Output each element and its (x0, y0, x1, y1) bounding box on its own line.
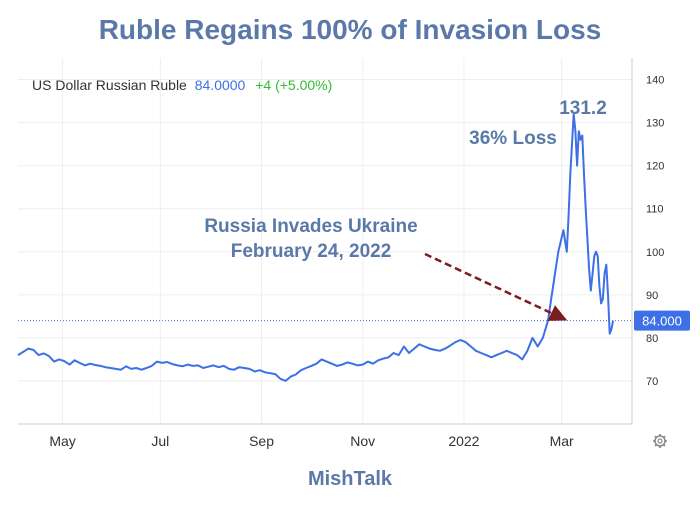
x-tick-label: Nov (350, 433, 375, 449)
footer-brand: MishTalk (307, 468, 393, 490)
legend-series-name: US Dollar Russian Ruble (32, 77, 187, 93)
y-axis-ticks: 70 80 90 100 110 120 130 140 (646, 75, 664, 388)
invasion-label-line-1: Russia Invades Ukraine (204, 216, 417, 237)
x-tick-label: Mar (550, 433, 574, 449)
legend-value: 84.0000 (195, 77, 246, 93)
y-tick-label: 100 (646, 247, 664, 259)
price-tag (634, 310, 690, 331)
y-tick-label: 90 (646, 290, 658, 302)
gear-icon[interactable] (653, 434, 667, 448)
legend-change: +4 (+5.00%) (255, 77, 332, 93)
y-tick-label: 110 (646, 204, 664, 216)
y-tick-label: 140 (646, 75, 664, 87)
price-tag-label: 84.000 (642, 314, 682, 329)
y-tick-label: 130 (646, 118, 664, 130)
y-tick-label: 70 (646, 376, 658, 388)
x-tick-label: May (49, 433, 75, 449)
loss-label: 36% Loss (469, 128, 557, 149)
series-line (17, 113, 615, 382)
peak-label: 131.2 (559, 98, 607, 119)
y-tick-label: 120 (646, 161, 664, 173)
invasion-label-line-2: February 24, 2022 (231, 241, 392, 262)
svg-text:US Dollar Russian Ruble 84: US Dollar Russian Ruble 84.0000 +4 (+5.0… (32, 77, 332, 93)
invasion-arrow (424, 252, 568, 321)
x-tick-label: Jul (151, 433, 169, 449)
x-axis-ticks: May Jul Sep Nov 2022 Mar (49, 433, 574, 449)
x-tick-label: 2022 (448, 433, 479, 449)
y-tick-label: 80 (646, 333, 658, 345)
x-tick-label: Sep (249, 433, 274, 449)
chart-title: Ruble Regains 100% of Invasion Loss (98, 14, 602, 45)
